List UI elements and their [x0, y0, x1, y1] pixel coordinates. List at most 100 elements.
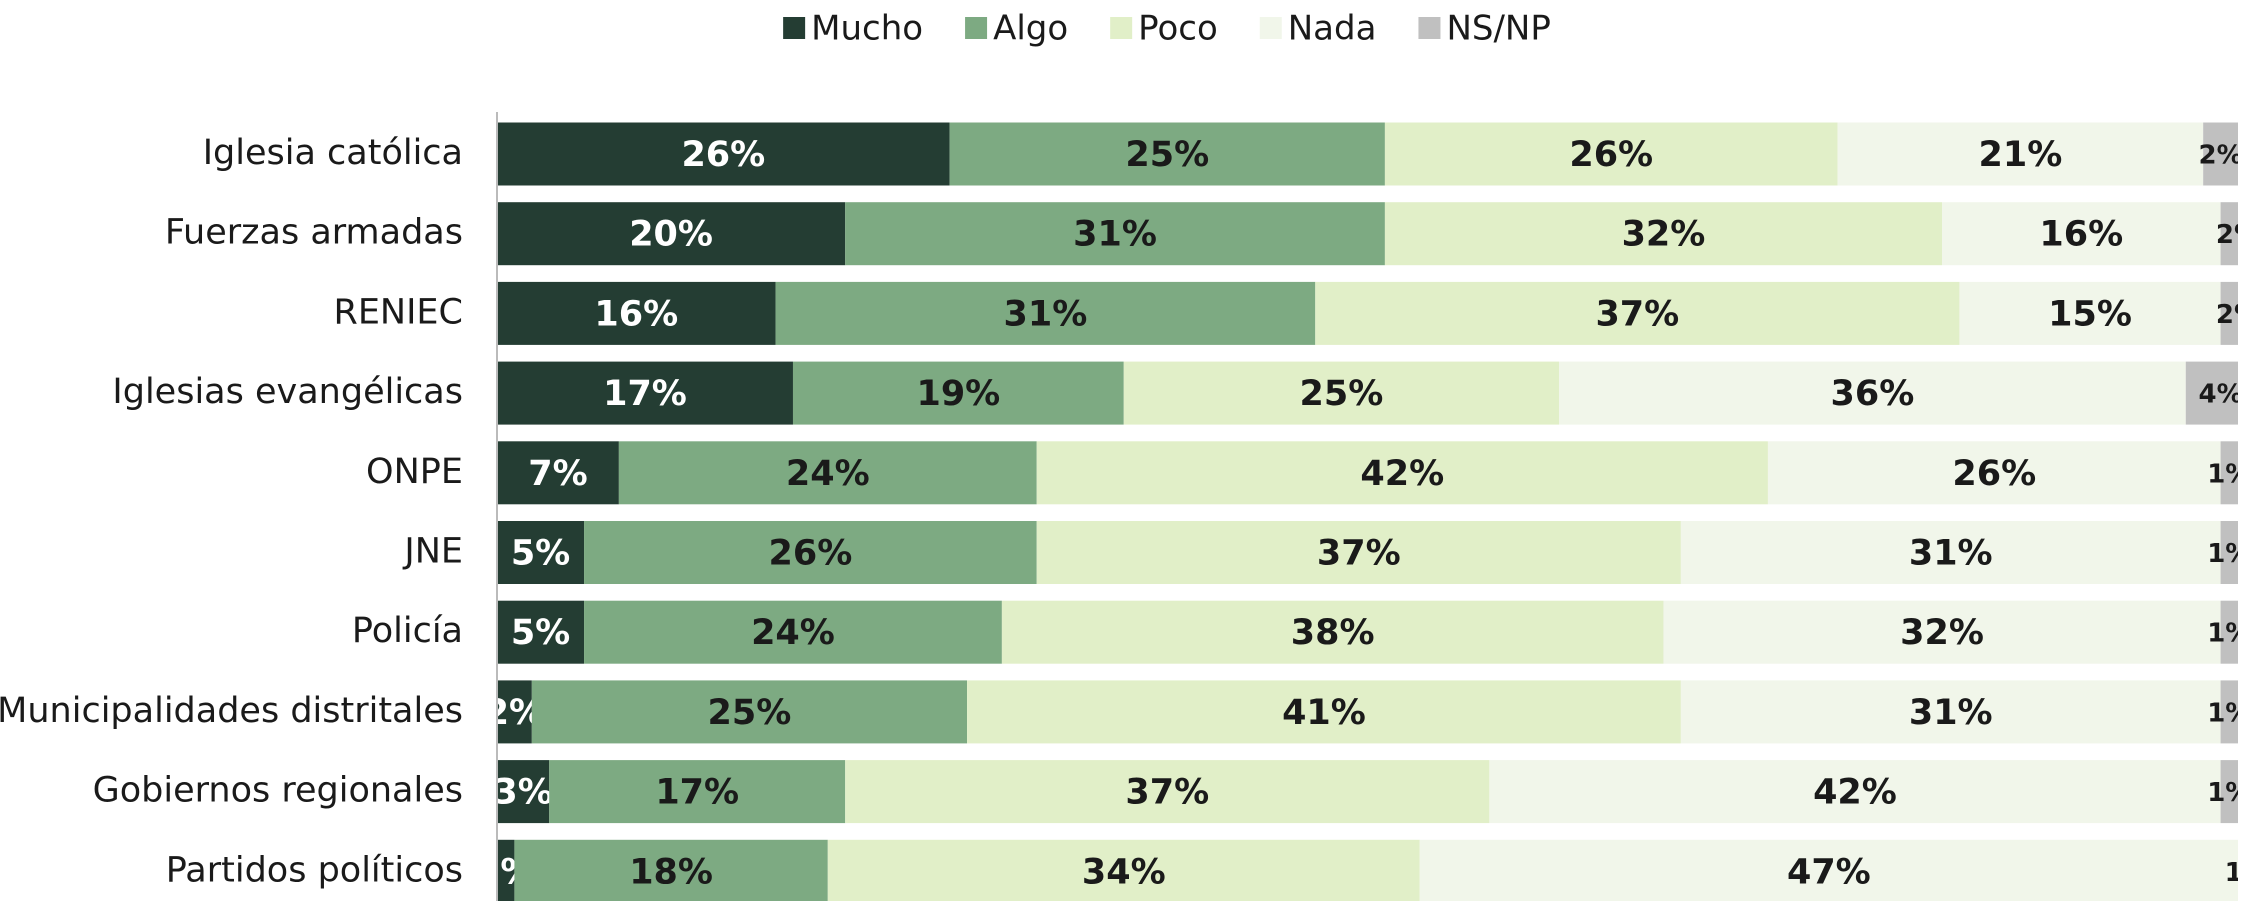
- legend-label: Mucho: [811, 9, 923, 49]
- data-label: 31%: [1909, 534, 1993, 574]
- data-label: 24%: [786, 454, 870, 494]
- data-label: 47%: [1787, 852, 1871, 892]
- data-label: 15%: [2048, 294, 2132, 334]
- data-label: 18%: [629, 852, 713, 892]
- data-label: 2%: [2216, 220, 2254, 250]
- data-label: 26%: [768, 534, 852, 574]
- bar-segment: [1942, 202, 2221, 266]
- legend-label: NS/NP: [1446, 9, 1550, 49]
- category-label: Iglesias evangélicas: [112, 372, 463, 412]
- data-label: 1%: [2207, 698, 2251, 728]
- legend-label: Nada: [1288, 9, 1377, 49]
- legend-swatch: [1418, 17, 1441, 39]
- data-label: 38%: [1291, 613, 1375, 653]
- legend-swatch: [965, 17, 988, 39]
- bar-segment: [1384, 122, 1838, 186]
- bar-segment: [949, 122, 1385, 186]
- bar-segment: [1419, 839, 2238, 901]
- data-label: 19%: [916, 374, 1000, 414]
- data-label: 17%: [603, 374, 687, 414]
- bar-segment: [497, 760, 550, 824]
- category-label: ONPE: [366, 452, 463, 492]
- data-label: 17%: [655, 773, 739, 813]
- bar-segment: [827, 839, 1420, 901]
- data-label: 31%: [1004, 294, 1088, 334]
- bar-segment: [1315, 281, 1960, 345]
- data-label: 37%: [1595, 294, 1679, 334]
- data-label: 1%: [2207, 539, 2251, 569]
- bar-segment: [1663, 600, 2221, 664]
- bar-segment: [497, 600, 585, 664]
- bar-segment: [1559, 361, 2186, 425]
- bar-segment: [775, 281, 1316, 345]
- bar-segment: [2185, 361, 2238, 425]
- data-label: 41%: [1282, 693, 1366, 733]
- bar-segment: [845, 760, 1490, 824]
- data-label: 21%: [1978, 135, 2062, 175]
- bar-segment: [1036, 521, 1681, 584]
- bar-segment: [497, 441, 619, 505]
- category-label: Partidos políticos: [166, 850, 463, 890]
- bar-segment: [514, 839, 828, 901]
- bar-segment: [792, 361, 1124, 425]
- legend-swatch: [1110, 17, 1133, 39]
- bar-segment: [2220, 600, 2238, 664]
- bar-segment: [1036, 441, 1768, 505]
- bar-segment: [1123, 361, 1560, 425]
- data-label: 37%: [1125, 773, 1209, 813]
- data-label: 1%: [2207, 619, 2251, 649]
- data-label: 24%: [751, 613, 835, 653]
- bar-segment: [1489, 760, 2221, 824]
- data-label: 26%: [1569, 135, 1653, 175]
- category-label: RENIEC: [334, 292, 464, 332]
- data-label: 1%: [2225, 858, 2254, 888]
- data-label: 1%: [2207, 778, 2251, 808]
- data-label: 32%: [1900, 613, 1984, 653]
- data-label: 20%: [629, 215, 713, 255]
- bar-segment: [497, 361, 793, 425]
- bar-segment: [1837, 122, 2204, 186]
- data-label: 34%: [1082, 852, 1166, 892]
- legend-label: Algo: [993, 9, 1068, 49]
- data-label: 36%: [1830, 374, 1914, 414]
- bar-segment: [497, 521, 585, 584]
- data-label: 31%: [1909, 693, 1993, 733]
- bar-segment: [2220, 202, 2238, 266]
- bar-segment: [1001, 600, 1664, 664]
- data-label: 16%: [2039, 215, 2123, 255]
- data-label: 5%: [511, 534, 570, 574]
- bar-segment: [584, 521, 1037, 584]
- bar-segment: [618, 441, 1037, 505]
- legend: Mucho Algo Poco Nada NS/NP: [783, 9, 1551, 49]
- data-label: 5%: [511, 613, 570, 653]
- category-label: Policía: [352, 611, 463, 651]
- bar-segment: [845, 202, 1385, 266]
- bar-segment: [1680, 680, 2221, 744]
- data-label: 25%: [1125, 135, 1209, 175]
- data-label: 3%: [493, 773, 552, 813]
- legend-swatch: [1259, 17, 1282, 39]
- bar-segment: [497, 281, 776, 345]
- data-label: 25%: [708, 693, 792, 733]
- bar-segment: [497, 122, 950, 186]
- data-label: 31%: [1073, 215, 1157, 255]
- data-label: 37%: [1317, 534, 1401, 574]
- data-label: 25%: [1299, 374, 1383, 414]
- bar-segment: [2220, 521, 2238, 584]
- bar-segment: [497, 202, 846, 266]
- data-label: 42%: [1360, 454, 1444, 494]
- legend-swatch: [783, 17, 806, 39]
- bar-segment: [584, 600, 1002, 664]
- data-label: 16%: [594, 294, 678, 334]
- data-label: 26%: [1952, 454, 2036, 494]
- data-label: 2%: [2199, 141, 2243, 171]
- bar-segment: [2220, 441, 2238, 505]
- plot-area: 26% 25% 26% 21% 2% 20% 31% 32% 16% 2% 16% 31% 37% 15%…: [493, 122, 2254, 901]
- category-label: Municipalidades distritales: [0, 691, 463, 731]
- bar-segment: [2220, 680, 2238, 744]
- bar-segment: [2220, 281, 2238, 345]
- bar-segment: [497, 680, 532, 744]
- bar-segment: [497, 839, 515, 901]
- category-label: Iglesia católica: [203, 133, 463, 173]
